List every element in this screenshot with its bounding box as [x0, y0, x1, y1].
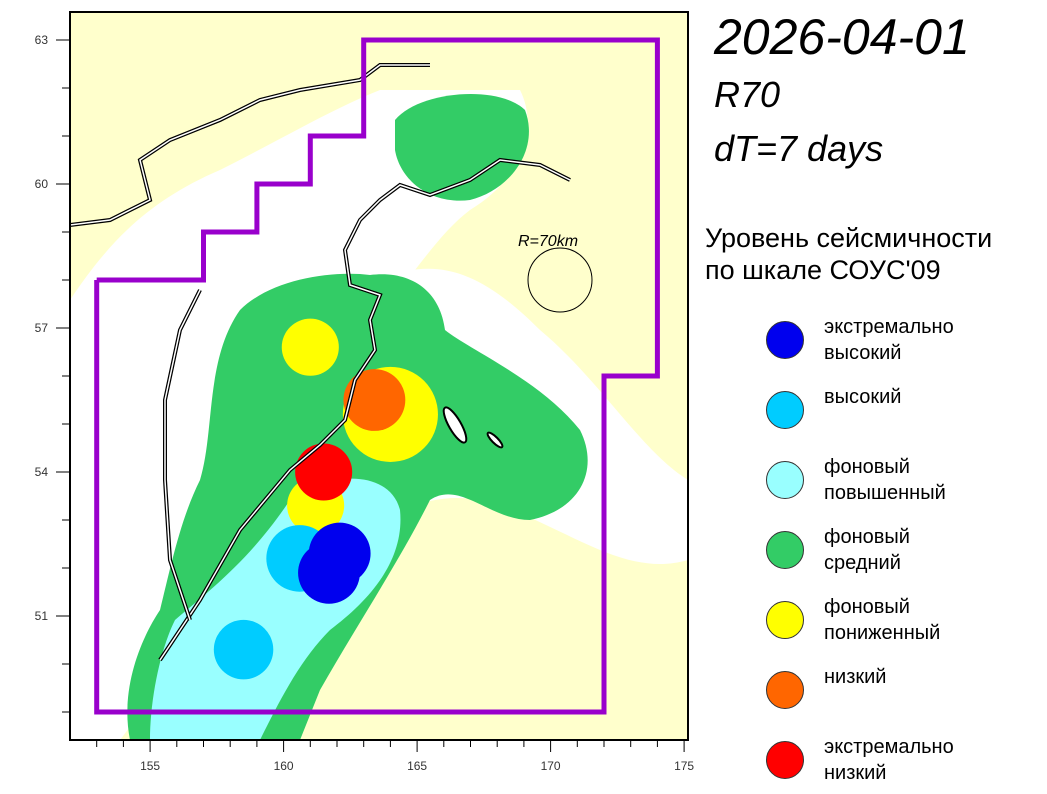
legend-label: экстремально высокий	[824, 316, 954, 364]
legend-label: низкий	[824, 666, 887, 688]
legend-swatch	[766, 391, 804, 429]
legend-item: высокий	[766, 384, 1046, 444]
time-window: dT=7 days	[714, 128, 884, 169]
radius-code: R70	[714, 74, 781, 115]
radius-circle	[527, 247, 593, 313]
coastline-okhotsk-inner	[70, 64, 430, 621]
legend-swatch	[766, 601, 804, 639]
legend-item: экстремально высокий	[766, 314, 1046, 374]
legend-swatch	[766, 461, 804, 499]
legend-swatch	[766, 321, 804, 359]
seismic-zone	[343, 369, 406, 431]
date-title: 2026-04-01	[714, 9, 970, 65]
y-tick-label: 54	[35, 465, 49, 479]
legend-swatch	[766, 671, 804, 709]
x-tick-label: 165	[407, 759, 427, 773]
legend-label: фоновый пониженный	[824, 596, 941, 644]
seismic-zone	[295, 443, 353, 501]
x-tick-label: 170	[541, 759, 561, 773]
legend-label: высокий	[824, 386, 902, 408]
radius-label: R=70km	[518, 233, 578, 250]
x-tick-label: 155	[140, 759, 160, 773]
x-tick-label: 175	[674, 759, 694, 773]
seismic-zone	[213, 619, 274, 680]
legend-swatch	[766, 741, 804, 779]
legend-item: низкий	[766, 664, 1046, 724]
legend-label: фоновый повышенный	[824, 456, 946, 504]
y-tick-label: 63	[35, 33, 49, 47]
y-tick-label: 57	[35, 321, 49, 335]
legend-label: экстремально низкий	[824, 736, 954, 784]
seismic-zone	[298, 541, 360, 604]
coastline-kamchatka-inner	[159, 159, 571, 661]
karaginsky-island	[442, 406, 468, 444]
legend-title: Уровень сейсмичности	[705, 223, 993, 253]
x-tick-label: 160	[274, 759, 294, 773]
legend-item: фоновый средний	[766, 524, 1046, 584]
seismic-zone	[281, 318, 339, 376]
seismicity-map: R=70km 155 160 165 170 175 63 60 57 54 51	[35, 11, 694, 773]
legend-item: экстремально низкий	[766, 734, 1046, 794]
legend-subtitle: по шкале СОУС'09	[705, 255, 941, 285]
commander-island	[486, 431, 504, 449]
zone-background-medium-north	[395, 93, 529, 201]
region-boundary	[94, 37, 660, 715]
y-tick-label: 60	[35, 177, 49, 191]
legend-swatch	[766, 531, 804, 569]
legend-label: фоновый средний	[824, 526, 910, 574]
y-tick-label: 51	[35, 609, 49, 623]
legend-item: фоновый пониженный	[766, 594, 1046, 654]
legend-item: фоновый повышенный	[766, 454, 1046, 514]
